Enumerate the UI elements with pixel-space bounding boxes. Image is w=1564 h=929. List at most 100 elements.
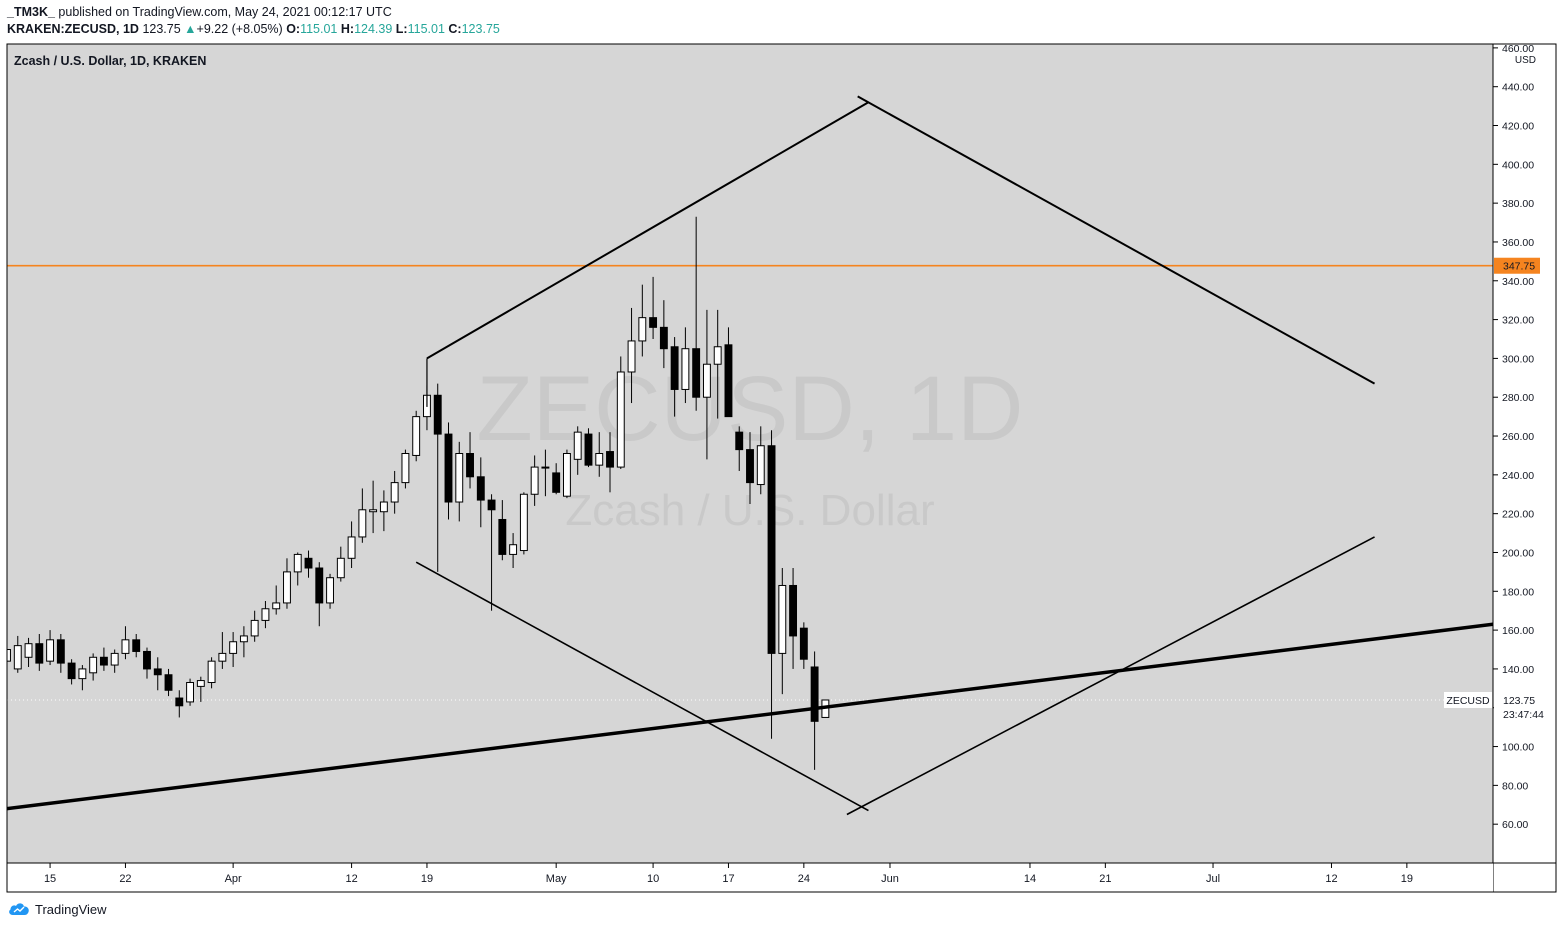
candle[interactable] [369, 480, 378, 534]
candle[interactable] [293, 552, 302, 586]
candle[interactable] [584, 428, 593, 468]
price-axis[interactable] [1493, 44, 1556, 892]
candle[interactable] [153, 657, 162, 691]
candle[interactable] [606, 432, 614, 493]
candle[interactable] [713, 309, 722, 419]
candle[interactable] [164, 668, 173, 697]
candle[interactable] [78, 665, 87, 691]
candle[interactable] [509, 533, 518, 569]
candle[interactable] [573, 426, 582, 475]
candle[interactable] [433, 383, 442, 572]
candle[interactable] [789, 568, 798, 669]
y-tick-label: 340.00 [1502, 276, 1534, 288]
candle[interactable] [239, 626, 248, 658]
candle[interactable] [595, 432, 604, 477]
candle[interactable] [778, 568, 787, 695]
candle[interactable] [810, 651, 819, 770]
tradingview-cloud-icon[interactable] [7, 901, 31, 917]
candle[interactable] [99, 647, 108, 671]
candle[interactable] [659, 300, 668, 369]
candle-body-up [239, 635, 248, 643]
candle-body-up [358, 509, 367, 538]
candle[interactable] [552, 463, 561, 495]
candle[interactable] [336, 546, 345, 582]
candle[interactable] [692, 216, 701, 411]
candle[interactable] [4, 639, 11, 675]
y-tick-label: 300.00 [1502, 353, 1534, 365]
candle[interactable] [326, 573, 334, 609]
candle[interactable] [670, 337, 679, 417]
candle[interactable] [67, 659, 76, 685]
candle[interactable] [412, 410, 421, 462]
candle[interactable] [56, 633, 65, 673]
candle[interactable] [283, 558, 291, 609]
candle[interactable] [143, 647, 151, 679]
candle[interactable] [541, 449, 550, 497]
publisher-name[interactable]: _TM3K_ [7, 5, 55, 19]
candle[interactable] [250, 610, 259, 642]
candle[interactable] [735, 426, 744, 471]
candle[interactable] [196, 676, 205, 702]
countdown-label: 23:47:44 [1503, 709, 1544, 721]
symbol-tag-box [1444, 691, 1492, 708]
channel-lower-left[interactable] [415, 561, 869, 812]
candle[interactable] [519, 492, 528, 555]
candle[interactable] [379, 490, 388, 532]
channel-upper-left[interactable] [426, 101, 869, 360]
y-tick-label: 140.00 [1502, 664, 1534, 676]
candle[interactable] [35, 633, 44, 671]
rising-trendline[interactable] [7, 622, 1493, 811]
candle[interactable] [498, 500, 507, 561]
candle[interactable] [358, 488, 367, 543]
candle[interactable] [110, 649, 119, 673]
candle[interactable] [315, 562, 324, 627]
candle[interactable] [767, 430, 776, 739]
candle[interactable] [455, 441, 464, 522]
x-tick-label: Jun [881, 873, 899, 885]
candle[interactable] [261, 600, 270, 629]
channel-lower-right[interactable] [846, 536, 1375, 816]
candle[interactable] [562, 449, 571, 499]
candle[interactable] [444, 422, 453, 520]
candle[interactable] [466, 432, 474, 489]
candle[interactable] [347, 521, 356, 569]
candle[interactable] [487, 494, 496, 611]
channel-upper-right[interactable] [857, 95, 1376, 385]
candle[interactable] [229, 632, 238, 667]
candle[interactable] [681, 327, 690, 404]
candle[interactable] [476, 457, 485, 528]
publish-text: published on TradingView.com, May 24, 20… [54, 5, 392, 19]
tradingview-brand[interactable]: TradingView [35, 901, 107, 917]
candle[interactable] [649, 276, 658, 339]
candle[interactable] [746, 432, 754, 504]
time-axis[interactable] [7, 863, 1493, 892]
candle[interactable] [24, 637, 33, 667]
candle[interactable] [401, 449, 410, 489]
candle[interactable] [702, 309, 711, 460]
candle[interactable] [132, 633, 141, 658]
candle[interactable] [207, 657, 216, 689]
candle-body-up [336, 557, 345, 579]
candle-body-up [638, 317, 647, 342]
candle[interactable] [218, 632, 227, 669]
candle[interactable] [799, 622, 808, 669]
candle[interactable] [756, 426, 765, 495]
candle[interactable] [530, 455, 539, 506]
candle[interactable] [304, 550, 313, 578]
candle[interactable] [724, 327, 733, 418]
candle[interactable] [627, 307, 636, 404]
candle[interactable] [89, 653, 98, 681]
candle[interactable] [121, 626, 130, 660]
candle[interactable] [272, 585, 281, 615]
candle[interactable] [13, 635, 22, 673]
candle[interactable] [638, 284, 647, 357]
candle[interactable] [175, 690, 184, 718]
candle-body-down [606, 451, 614, 468]
candle[interactable] [46, 630, 55, 666]
candle[interactable] [186, 678, 195, 706]
last-price-label: 123.75 [1503, 695, 1535, 707]
candle[interactable] [616, 356, 625, 470]
candle-body-up [218, 652, 227, 662]
candle[interactable] [390, 470, 399, 514]
